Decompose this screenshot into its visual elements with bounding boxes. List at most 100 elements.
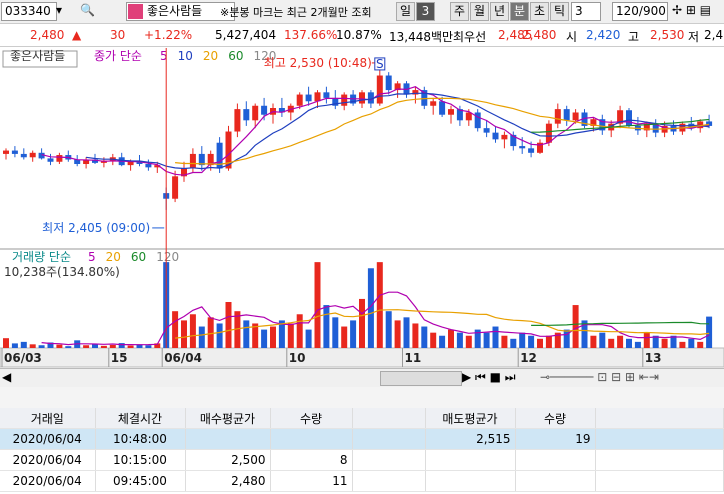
candle-body (554, 109, 561, 124)
cell: 2,515 (425, 428, 516, 450)
candle-body (376, 75, 383, 104)
candle-body (234, 109, 241, 132)
candle-body (581, 112, 588, 126)
notice: ※분봉 마크는 최근 2개월만 조회 (220, 6, 372, 19)
candle-body (492, 132, 499, 140)
empty-cell (595, 428, 724, 450)
volume-bar (448, 329, 454, 348)
x-tick-label: 06/03 (4, 351, 42, 365)
candle-body (296, 94, 303, 106)
period-button[interactable]: 년 (490, 2, 509, 21)
search-icon[interactable]: 🔍 (80, 3, 95, 17)
volume-bar (270, 326, 276, 348)
volume: 5,427,404 (215, 28, 277, 42)
cell (185, 428, 271, 450)
volume-bar (350, 320, 357, 348)
volume-bar (109, 344, 116, 348)
volume-bar (510, 338, 517, 348)
volume-bar (65, 346, 72, 348)
volume-bar (332, 317, 339, 348)
candle-body (278, 108, 285, 113)
empty-cell (352, 449, 426, 471)
candle-body (563, 109, 570, 121)
candle-body (92, 159, 98, 163)
cell: 09:45:00 (95, 470, 186, 492)
high: 2,530 (650, 28, 685, 42)
dropdown-icon[interactable]: ▾ (56, 3, 63, 17)
candle-body (501, 134, 508, 140)
cell: 10:48:00 (95, 428, 186, 450)
x-tick-label: 15 (111, 351, 128, 365)
table-row[interactable]: 2020/06/04 09:45:00 2,480 11 (0, 470, 724, 492)
cell: 2,480 (185, 470, 271, 492)
marker-box (374, 57, 386, 71)
candle-body (29, 152, 36, 158)
x-tick-label: 12 (520, 351, 537, 365)
candle-body (181, 168, 187, 177)
scroll-thumb[interactable] (380, 371, 462, 386)
high-annotation: 최고 2,530 (10:48) (264, 56, 372, 70)
header-empty (352, 408, 426, 429)
volume-bar (608, 338, 615, 348)
candle-body (189, 153, 196, 169)
code-input[interactable]: 033340 (1, 2, 57, 21)
stock-name[interactable]: 좋은사람들 (126, 2, 235, 21)
period-button[interactable]: 틱 (550, 2, 569, 21)
period-button[interactable]: 3 (416, 2, 435, 21)
candle-body (332, 97, 339, 106)
table-row[interactable]: 2020/06/04 10:48:00 2,515 19 (0, 428, 724, 450)
cell (270, 428, 353, 450)
period-button[interactable]: 일 (396, 2, 415, 21)
volume-bar (430, 332, 437, 348)
volume-bar (225, 302, 232, 348)
candle-body (599, 119, 606, 131)
candle-body (172, 176, 179, 199)
scroll-controls[interactable]: ▶ ⏮ ■ ⏭ (462, 370, 516, 384)
cell: 2020/06/04 (0, 428, 96, 450)
volume-bar (323, 305, 330, 348)
volume-bar (181, 320, 187, 348)
zoom-controls[interactable]: ⊸────── ⊡ ⊟ ⊞ ⇤⇥ (540, 370, 659, 384)
tool-icons[interactable]: ✢ ⊞ ▤ (672, 3, 712, 17)
period-button[interactable]: 분 (510, 2, 529, 21)
candle-body (261, 105, 268, 115)
quote-bar: 2,480 ▲ 30 +1.22% 5,427,404 137.66% 10.8… (0, 24, 724, 47)
header: 거래일 (0, 408, 96, 429)
volume-bar (198, 326, 205, 348)
period-button[interactable]: 초 (530, 2, 549, 21)
header: 매수평균가 (185, 408, 271, 429)
x-tick-label: 06/04 (164, 351, 202, 365)
volume-bar (154, 343, 161, 348)
volume-bar (537, 338, 543, 348)
volume-bar (581, 320, 588, 348)
table-row[interactable]: 2020/06/04 10:15:00 2,500 8 (0, 449, 724, 471)
scroll-left[interactable]: ◀ (2, 370, 12, 384)
volume-bar (38, 345, 45, 348)
candle-body (537, 142, 543, 153)
candle-body (20, 153, 27, 158)
volume-bar (56, 344, 63, 348)
volume-bar (519, 332, 526, 348)
volume-bar (252, 323, 259, 348)
period-button[interactable]: 주 (450, 2, 469, 21)
volume-bar (11, 343, 18, 348)
x-tick-label: 13 (645, 351, 662, 365)
candle-body (323, 92, 330, 98)
empty-cell (595, 470, 724, 492)
count-input[interactable]: 120/900 (612, 2, 668, 21)
empty-cell (352, 470, 426, 492)
scrollbar[interactable]: ◀ ▶ ⏮ ■ ⏭ ⊸────── ⊡ ⊟ ⊞ ⇤⇥ (0, 368, 724, 388)
ma-period: 60 (228, 49, 243, 63)
turnover: 10.87% (336, 28, 382, 42)
interval-input[interactable]: 3 (571, 2, 601, 21)
candle-body (127, 161, 134, 166)
volume-bar (92, 343, 98, 348)
candle-body (225, 131, 232, 169)
period-button[interactable]: 월 (470, 2, 489, 21)
candle-body (483, 128, 490, 133)
candle-body (706, 121, 713, 126)
low: 2,4 (704, 28, 724, 42)
candle-body (412, 90, 419, 95)
volume-bar (688, 338, 695, 348)
price: 2,480 (30, 28, 65, 42)
